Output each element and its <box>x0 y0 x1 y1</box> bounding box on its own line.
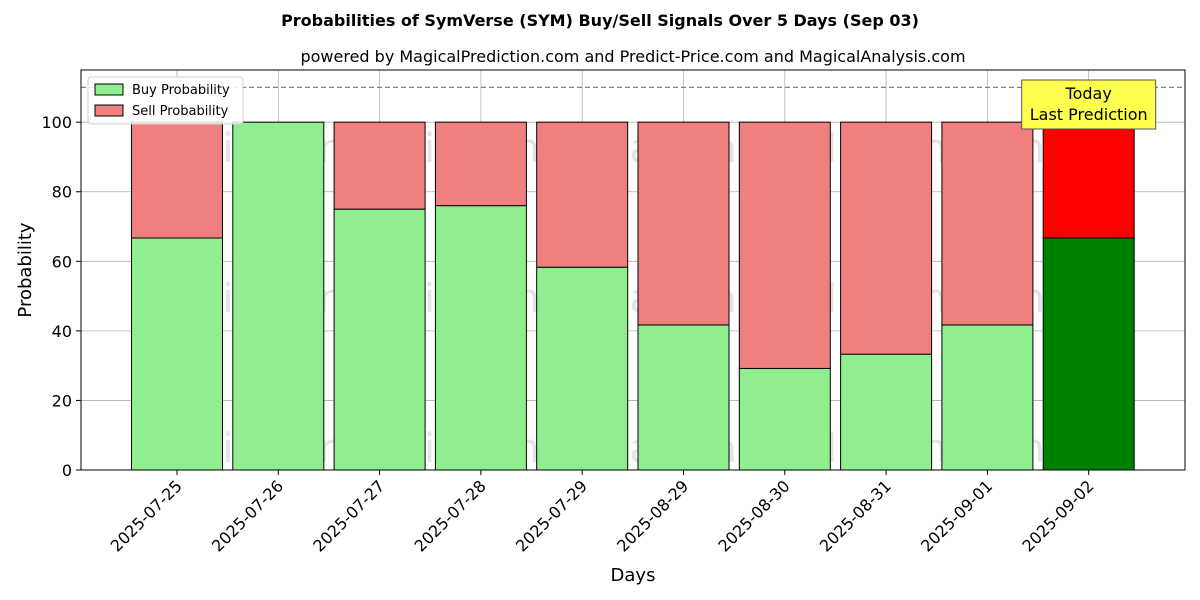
chart-subtitle: powered by MagicalPrediction.com and Pre… <box>300 47 965 66</box>
sell-bar <box>333 121 426 210</box>
buy-bar <box>1042 237 1135 471</box>
x-tick-label: 2025-07-26 <box>208 476 287 555</box>
x-tick-label: 2025-07-27 <box>309 476 388 555</box>
x-tick-label: 2025-08-31 <box>816 476 895 555</box>
y-tick-label: 0 <box>62 461 72 480</box>
x-tick-label: 2025-07-25 <box>107 476 186 555</box>
x-tick-label: 2025-08-30 <box>714 476 793 555</box>
x-tick-label: 2025-08-29 <box>613 476 692 555</box>
bar-layer <box>131 121 1135 471</box>
buy-bar <box>232 121 325 471</box>
sell-bar <box>131 121 223 239</box>
sell-bar <box>637 121 730 326</box>
buy-bar <box>738 367 831 471</box>
buy-bar <box>536 266 629 471</box>
y-tick-label: 60 <box>52 252 72 271</box>
x-axis-label: Days <box>611 565 656 586</box>
sell-bar <box>1042 121 1135 239</box>
legend-swatch <box>94 83 124 96</box>
plot-frame <box>80 69 1186 471</box>
y-tick-label: 20 <box>52 391 72 410</box>
x-tick-label: 2025-07-29 <box>512 476 591 555</box>
x-tick-label: 2025-09-02 <box>1018 476 1097 555</box>
sell-bar <box>840 121 933 355</box>
buy-bar <box>941 324 1034 471</box>
y-axis-label: Probability <box>15 222 36 317</box>
x-tick-label: 2025-07-28 <box>411 476 490 555</box>
legend-swatch <box>94 104 124 117</box>
y-tick-label: 40 <box>52 322 72 341</box>
buy-bar <box>333 208 426 471</box>
y-tick-label: 100 <box>41 113 72 132</box>
sell-bar <box>738 121 831 369</box>
legend-label: Sell Probability <box>132 104 229 119</box>
buy-bar <box>840 353 933 471</box>
buy-bar <box>131 237 223 471</box>
y-tick-label: 80 <box>52 183 72 202</box>
x-tick-label: 2025-09-01 <box>917 476 996 555</box>
chart-title: Probabilities of SymVerse (SYM) Buy/Sell… <box>281 11 919 30</box>
sell-bar <box>536 121 629 268</box>
y-axis: 0 20 40 60 80 100 <box>41 113 81 480</box>
sell-bar <box>941 121 1034 326</box>
buy-bar <box>637 324 730 471</box>
buy-bar <box>434 205 527 471</box>
x-axis: 2025-07-25 2025-07-26 2025-07-27 2025-07-28… <box>107 470 1098 556</box>
annotation-box <box>1021 79 1157 130</box>
annotation-text: Last Prediction <box>1030 105 1148 124</box>
annotation-layer: Today Last Prediction <box>1021 79 1157 130</box>
legend: Buy Probability Sell Probability <box>87 76 244 125</box>
annotation-text: Today <box>1065 84 1112 103</box>
sell-bar <box>434 121 527 207</box>
legend-label: Buy Probability <box>132 83 230 98</box>
legend-box <box>87 76 244 125</box>
